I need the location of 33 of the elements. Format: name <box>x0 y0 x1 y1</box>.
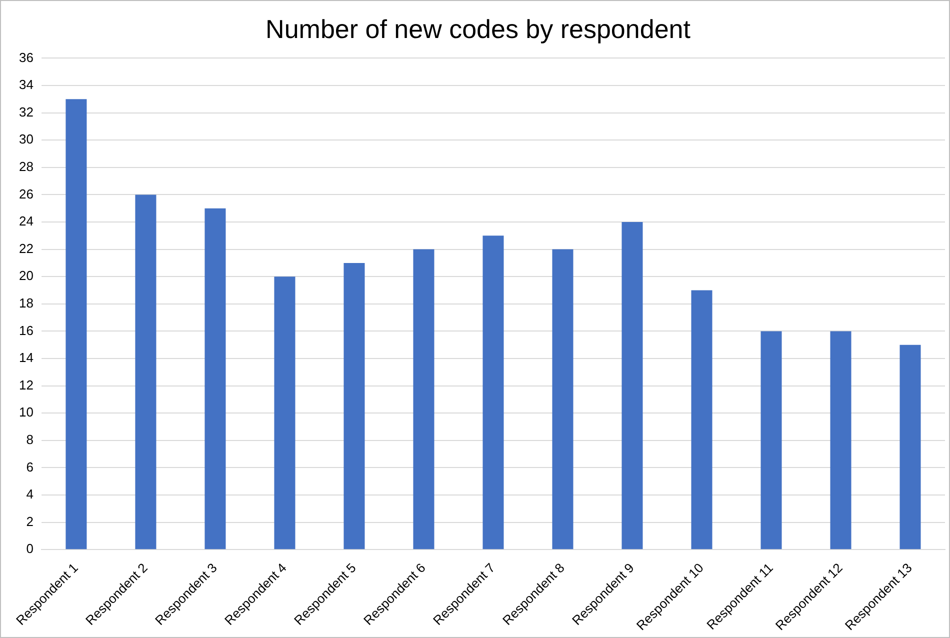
y-tick-label: 22 <box>18 240 34 256</box>
y-tick-label: 32 <box>18 104 34 120</box>
bar <box>552 249 574 550</box>
bar <box>622 222 643 550</box>
y-tick-label: 12 <box>18 377 34 392</box>
bar <box>204 208 226 550</box>
y-tick-label: 16 <box>18 322 34 338</box>
y-tick-label: 34 <box>18 77 34 92</box>
y-tick-label: 6 <box>26 459 34 474</box>
y-tick-label: 18 <box>18 295 34 310</box>
y-tick-label: 10 <box>18 404 34 420</box>
chart-title: Number of new codes by respondent <box>266 14 692 44</box>
bar <box>344 262 365 550</box>
y-tick-label: 4 <box>26 486 34 502</box>
y-tick-label: 24 <box>18 214 34 229</box>
bar <box>691 290 712 550</box>
bar <box>66 99 87 550</box>
y-tick-label: 20 <box>18 268 34 284</box>
y-tick-label: 36 <box>18 50 34 65</box>
bar <box>830 331 852 550</box>
bar <box>482 236 504 550</box>
y-tick-label: 28 <box>18 158 34 174</box>
bar <box>760 331 782 550</box>
y-tick-label: 30 <box>18 132 34 147</box>
y-tick-label: 26 <box>18 186 34 202</box>
bar <box>274 276 296 550</box>
y-tick-label: 2 <box>26 514 34 529</box>
y-tick-label: 14 <box>18 350 34 366</box>
y-tick-label: 0 <box>26 541 34 556</box>
bar <box>413 249 434 550</box>
bar <box>135 194 156 550</box>
y-tick-label: 8 <box>26 432 34 447</box>
bar <box>900 344 921 550</box>
